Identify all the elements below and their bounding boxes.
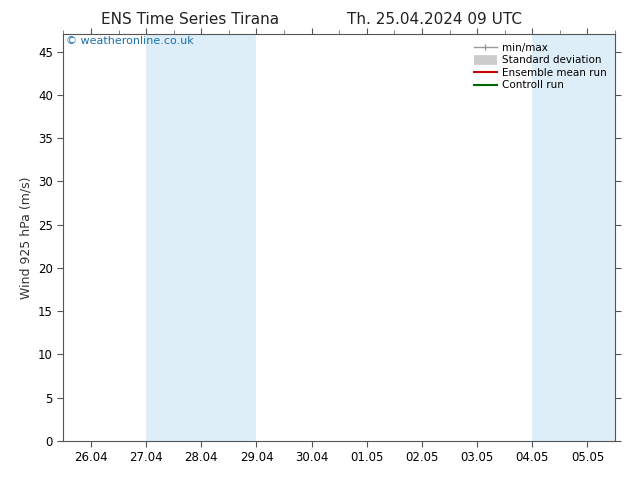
Legend: min/max, Standard deviation, Ensemble mean run, Controll run: min/max, Standard deviation, Ensemble me… bbox=[470, 40, 610, 94]
Bar bbox=[146, 34, 256, 441]
Text: ENS Time Series Tirana: ENS Time Series Tirana bbox=[101, 12, 279, 27]
Y-axis label: Wind 925 hPa (m/s): Wind 925 hPa (m/s) bbox=[20, 176, 32, 299]
Text: Th. 25.04.2024 09 UTC: Th. 25.04.2024 09 UTC bbox=[347, 12, 522, 27]
Bar bbox=[533, 34, 634, 441]
Text: © weatheronline.co.uk: © weatheronline.co.uk bbox=[66, 36, 194, 47]
